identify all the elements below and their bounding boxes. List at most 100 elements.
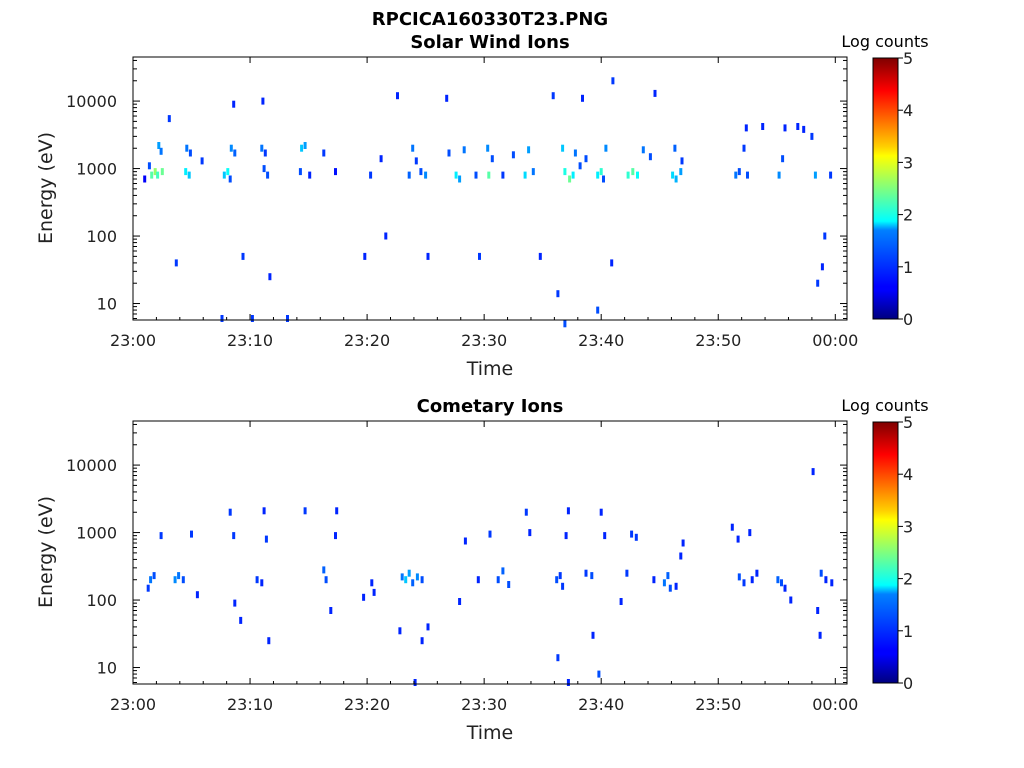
y-tick-label: 1000 — [76, 524, 117, 543]
colorbar-tick-label: 4 — [903, 101, 913, 120]
heatmap-cell — [527, 146, 531, 154]
heatmap-cell — [407, 171, 411, 179]
heatmap-cell — [369, 171, 373, 179]
heatmap-cell — [496, 576, 500, 584]
plot-area — [132, 420, 848, 685]
heatmap-cell — [591, 631, 595, 639]
heatmap-cell — [507, 581, 511, 588]
x-tick-label: 00:00 — [812, 331, 858, 350]
heatmap-cell — [556, 654, 560, 662]
heatmap-cell — [737, 573, 741, 581]
heatmap-cell — [222, 171, 226, 179]
heatmap-cell — [511, 151, 515, 159]
heatmap-cell — [634, 533, 638, 541]
heatmap-cell — [266, 171, 270, 179]
heatmap-cell — [571, 171, 575, 179]
x-tick-label: 23:00 — [110, 331, 156, 350]
colorbar-label: Log counts — [841, 32, 928, 51]
heatmap-cell — [736, 535, 740, 543]
heatmap-cell — [810, 132, 814, 140]
heatmap-cell — [755, 569, 759, 577]
heatmap-cell — [811, 468, 815, 476]
heatmap-cell — [734, 171, 738, 179]
heatmap-cell — [573, 149, 577, 157]
heatmap-cell — [829, 171, 833, 179]
y-axis-label: Energy (eV) — [35, 496, 57, 608]
heatmap-cell — [783, 584, 787, 592]
y-tick-label: 10 — [97, 659, 117, 678]
heatmap-cell — [673, 144, 677, 152]
heatmap-cells — [143, 77, 833, 328]
heatmap-cell — [584, 155, 588, 163]
heatmap-cell — [268, 273, 272, 281]
heatmap-cell — [226, 168, 230, 176]
heatmap-cell — [604, 144, 608, 152]
heatmap-cell — [674, 175, 678, 183]
heatmap-cell — [233, 149, 237, 157]
heatmap-cell — [159, 147, 163, 155]
heatmap-cell — [420, 576, 424, 584]
heatmap-cell — [783, 124, 787, 132]
heatmap-cell — [776, 576, 780, 584]
heatmap-cell — [556, 290, 560, 298]
heatmap-cell — [267, 637, 271, 645]
colorbar-tick-label: 5 — [903, 49, 913, 68]
heatmap-cell — [255, 576, 259, 584]
heatmap-cell — [463, 537, 467, 545]
heatmap-cell — [229, 144, 233, 152]
y-axis: 10 100 1000 10000 — [66, 423, 847, 683]
heatmap-cell — [300, 144, 304, 152]
heatmap-cell — [379, 155, 383, 163]
x-axis: 23:00 23:10 23:20 23:30 23:40 23:50 00:00 — [110, 57, 858, 350]
heatmap-cell — [157, 142, 161, 149]
heatmap-cell — [228, 508, 232, 516]
heatmap-cell — [411, 579, 415, 587]
heatmap-cell — [746, 171, 749, 179]
heatmap-cell — [174, 259, 178, 267]
heatmap-cell — [619, 598, 623, 605]
heatmap-cell — [781, 155, 785, 163]
heatmap-cell — [167, 115, 171, 123]
colorbar-tick-label: 3 — [903, 153, 913, 172]
heatmap-cell — [561, 144, 565, 152]
heatmap-cell — [737, 168, 741, 176]
heatmap-cell — [486, 144, 490, 152]
heatmap-cell — [454, 171, 458, 179]
heatmap-cell — [742, 144, 746, 152]
heatmap-cell — [261, 97, 265, 105]
heatmap-cell — [611, 77, 615, 85]
heatmap-cell — [599, 508, 603, 516]
colorbar-ticks: 0 1 2 3 4 5 — [898, 413, 913, 693]
x-tick-label: 23:20 — [344, 695, 390, 714]
y-tick-label: 1000 — [76, 160, 117, 179]
heatmap-cell — [730, 523, 734, 531]
heatmap-cell — [372, 588, 376, 596]
heatmap-cell — [173, 576, 177, 584]
heatmap-cell — [653, 89, 657, 97]
colorbar-tick-label: 1 — [903, 622, 913, 641]
heatmap-cell — [147, 162, 151, 170]
panel-title: Cometary Ions — [417, 396, 564, 417]
heatmap-cell — [830, 579, 834, 587]
heatmap-cell — [599, 168, 603, 176]
heatmap-cell — [561, 582, 565, 590]
heatmap-cell — [610, 259, 614, 267]
y-tick-label: 10000 — [66, 92, 117, 111]
heatmap-cell — [819, 569, 823, 577]
colorbar-tick-label: 2 — [903, 206, 913, 225]
heatmap-cell — [636, 171, 639, 179]
heatmap-cell — [239, 616, 243, 624]
heatmap-cell — [241, 252, 245, 260]
heatmap-cell — [748, 529, 752, 537]
heatmap-cell — [631, 168, 635, 176]
heatmap-cell — [777, 171, 781, 179]
heatmap-cell — [334, 168, 337, 176]
heatmap-cell — [370, 579, 374, 587]
y-axis: 10 100 1000 10000 — [66, 59, 847, 319]
panel-cometary: Cometary Ions 23:00 23:10 23:20 23:30 23:40 2… — [35, 396, 929, 744]
heatmap-cell — [156, 171, 160, 179]
x-tick-label: 00:00 — [812, 695, 858, 714]
colorbar-tick-label: 2 — [903, 570, 913, 589]
heatmap-cell — [597, 670, 601, 678]
y-tick-label: 10000 — [66, 456, 117, 475]
